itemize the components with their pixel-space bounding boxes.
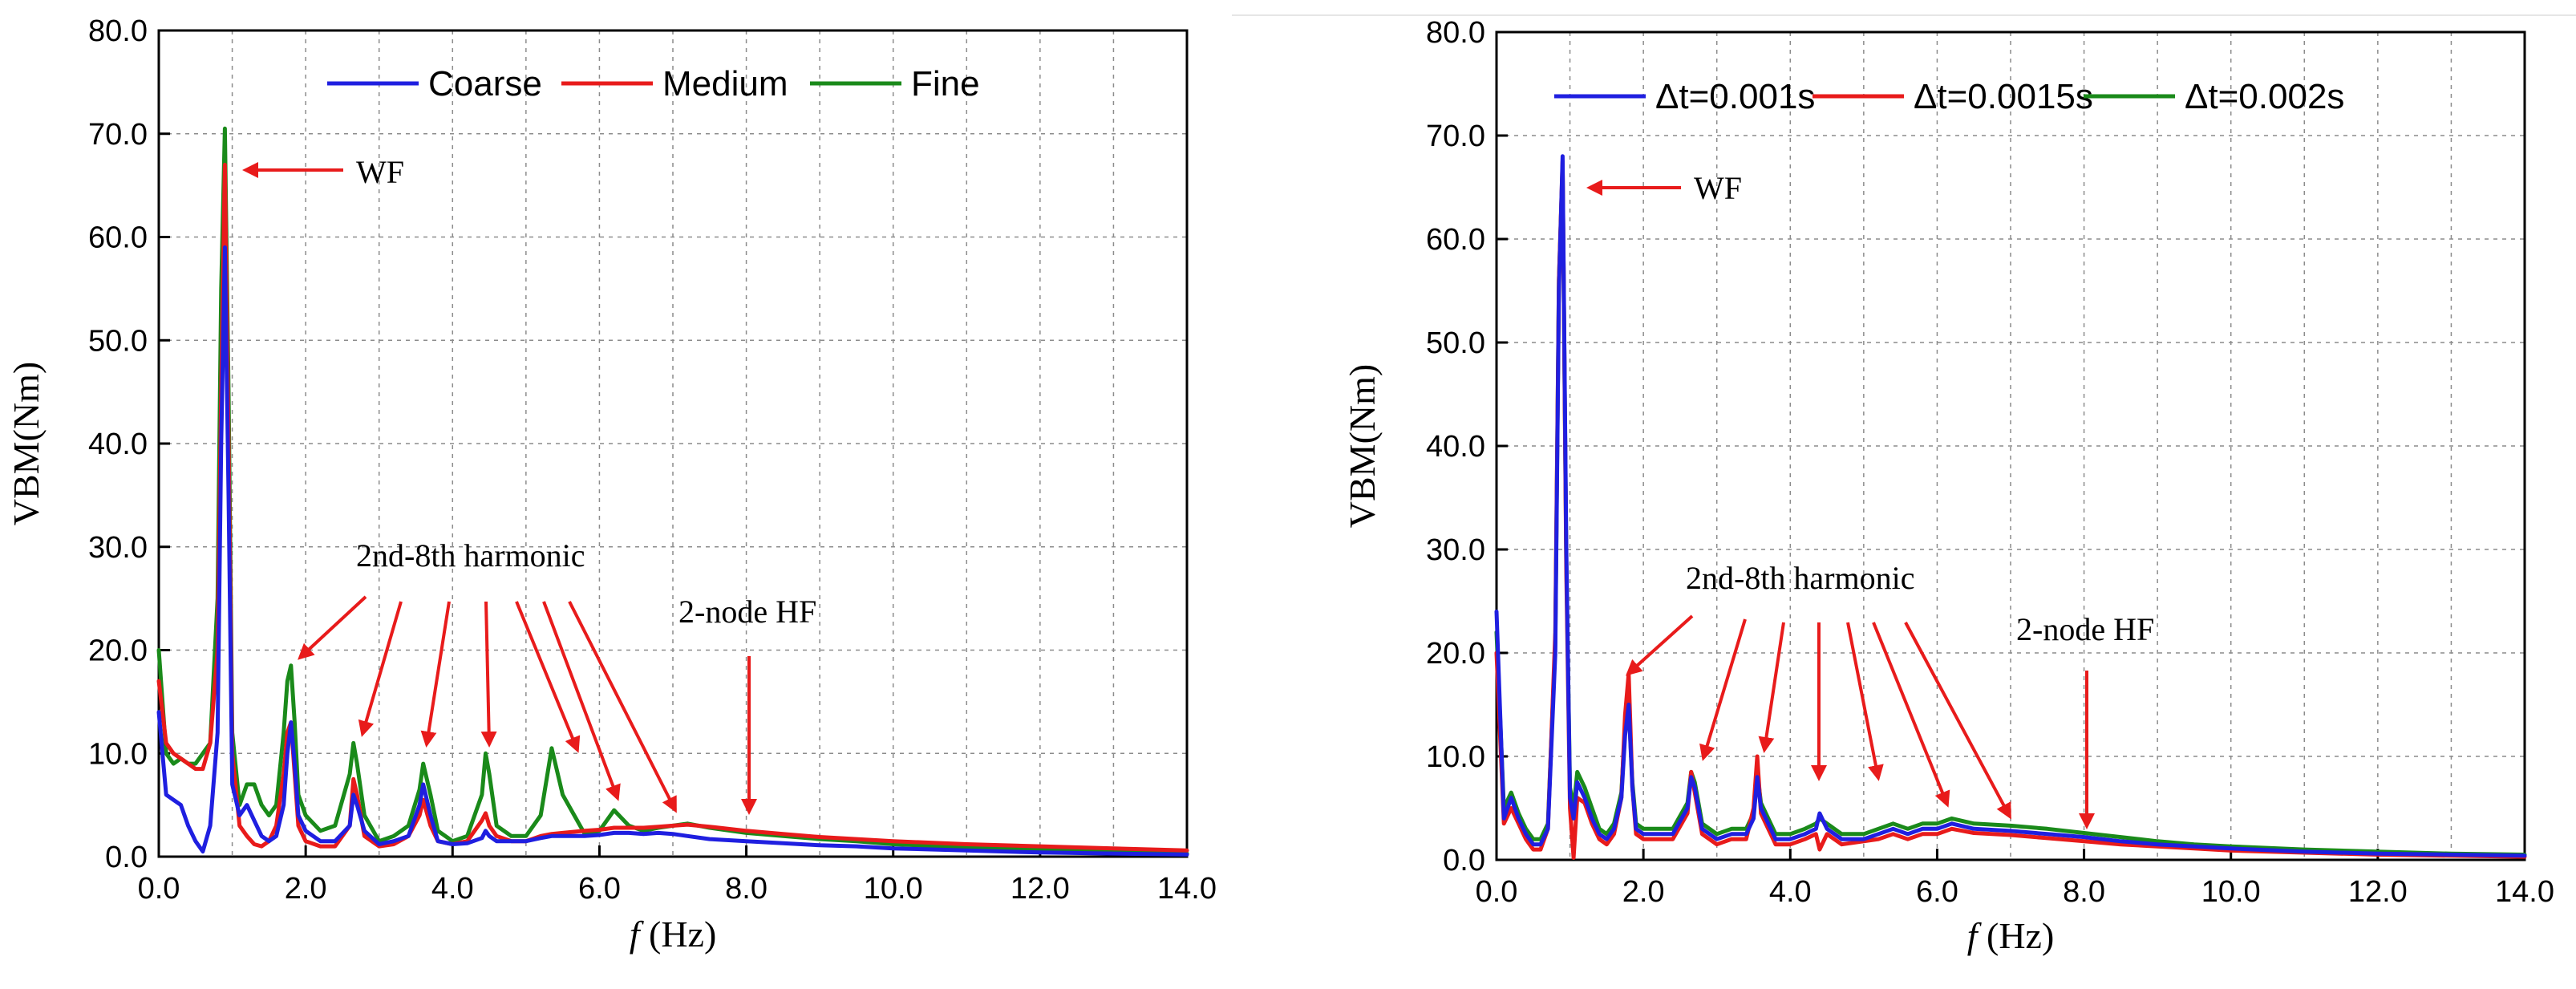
annotation-arrow <box>542 601 621 801</box>
legend-label: Δt=0.002s <box>2185 77 2344 116</box>
y-tick-label: 10.0 <box>1426 740 1485 774</box>
legend: Coarse Medium Fine <box>327 64 980 103</box>
annotations: WF 2nd-8th harmonic 2-node HF <box>242 154 816 815</box>
y-tick-label: 70.0 <box>88 118 148 152</box>
y-axis-label: VBM(Nm) <box>6 362 47 525</box>
y-tick-label: 30.0 <box>88 531 148 565</box>
annotation-arrow <box>298 595 367 660</box>
y-tick-label: 0.0 <box>105 841 148 874</box>
annotation-text: 2-node HF <box>678 594 816 630</box>
legend-label: Δt=0.001s <box>1655 77 1815 116</box>
x-tick-label: 0.0 <box>1476 875 1518 909</box>
y-tick-label: 30.0 <box>1426 533 1485 567</box>
annotation-arrow <box>568 601 677 813</box>
annotations: WF 2nd-8th harmonic 2-node HF <box>1586 170 2154 829</box>
x-tick-label: 2.0 <box>285 872 327 906</box>
y-tick-label: 0.0 <box>1443 844 1485 878</box>
y-tick-label: 80.0 <box>1426 16 1485 50</box>
legend-label: Medium <box>662 64 788 103</box>
series-line <box>156 245 1189 857</box>
y-tick-label: 80.0 <box>88 14 148 48</box>
x-tick-label: 4.0 <box>1769 875 1812 909</box>
y-tick-label: 20.0 <box>1426 637 1485 671</box>
legend-label: Coarse <box>428 64 542 103</box>
y-tick-label: 40.0 <box>1426 430 1485 464</box>
y-tick-label: 60.0 <box>1426 223 1485 257</box>
x-axis-label-unit: (Hz) <box>1978 915 2055 956</box>
y-axis-label: VBM(Nm) <box>1342 364 1383 528</box>
annotation-arrow <box>420 601 451 748</box>
x-tick-label: 8.0 <box>725 872 768 906</box>
x-tick-label: 6.0 <box>1916 875 1958 909</box>
annotation-arrow <box>1904 622 2011 820</box>
panel-divider <box>1232 14 2576 16</box>
y-tick-label: 40.0 <box>88 428 148 461</box>
legend: Δt=0.001s Δt=0.0015s Δt=0.002s <box>1554 77 2344 116</box>
y-tick-label: 20.0 <box>88 634 148 668</box>
series-line <box>1494 154 2527 858</box>
grid <box>159 30 1187 857</box>
annotation-text: 2nd-8th harmonic <box>356 537 585 574</box>
ticks: 0.0 2.0 4.0 6.0 8.0 10.0 12.0 14.0 0.0 10.0 20.0 30… <box>88 14 1217 906</box>
series-group <box>156 126 1189 857</box>
x-tick-label: 4.0 <box>431 872 474 906</box>
y-tick-label: 50.0 <box>88 324 148 358</box>
x-axis-label: f (Hz) <box>630 914 717 955</box>
annotation-text: WF <box>1694 170 1742 206</box>
x-axis-label-unit: (Hz) <box>640 914 717 955</box>
annotation-arrow <box>1846 622 1884 781</box>
annotation-text: 2nd-8th harmonic <box>1686 560 1915 596</box>
annotation-arrow <box>1626 614 1694 676</box>
annotation-text: WF <box>356 154 404 190</box>
chart-right-timestep-convergence: 0.0 2.0 4.0 6.0 8.0 10.0 12.0 14.0 0.0 10.0 20.0 30… <box>1342 16 2554 956</box>
y-tick-label: 60.0 <box>88 221 148 255</box>
grid <box>1497 32 2525 860</box>
x-tick-label: 2.0 <box>1622 875 1665 909</box>
annotation-arrow <box>358 601 403 737</box>
x-tick-label: 10.0 <box>2201 875 2261 909</box>
x-tick-label: 14.0 <box>1157 872 1217 906</box>
x-tick-label: 6.0 <box>578 872 621 906</box>
annotation-text: 2-node HF <box>2016 611 2154 647</box>
y-tick-label: 10.0 <box>88 737 148 771</box>
legend-label: Fine <box>911 64 980 103</box>
x-tick-label: 8.0 <box>2063 875 2105 909</box>
x-tick-label: 0.0 <box>138 872 180 906</box>
legend-label: Δt=0.0015s <box>1914 77 2093 116</box>
annotation-arrow <box>515 601 581 753</box>
series-group <box>1494 154 2527 860</box>
x-tick-label: 10.0 <box>864 872 923 906</box>
chart-left-mesh-convergence: 0.0 2.0 4.0 6.0 8.0 10.0 12.0 14.0 0.0 10.0 20.0 30… <box>6 14 1217 955</box>
y-tick-label: 70.0 <box>1426 120 1485 153</box>
x-tick-label: 12.0 <box>1011 872 1070 906</box>
annotation-arrow <box>1699 618 1747 761</box>
x-axis-label: f (Hz) <box>1967 915 2055 956</box>
annotation-arrow <box>1872 622 1950 808</box>
annotation-arrow <box>480 601 497 748</box>
x-tick-label: 12.0 <box>2348 875 2408 909</box>
ticks: 0.0 2.0 4.0 6.0 8.0 10.0 12.0 14.0 0.0 10.0 20.0 30… <box>1426 16 2554 909</box>
x-tick-label: 14.0 <box>2495 875 2554 909</box>
annotation-arrow <box>1758 622 1785 753</box>
y-tick-label: 50.0 <box>1426 326 1485 360</box>
